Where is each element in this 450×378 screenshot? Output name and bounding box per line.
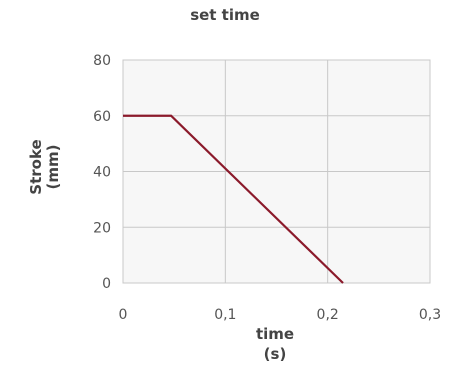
x-tick-label: 0,1 (214, 307, 236, 323)
series-line (123, 114, 344, 284)
x-tick-label: 0,3 (419, 307, 441, 323)
y-tick-label: 60 (93, 109, 111, 125)
x-axis-label: time (s) (225, 324, 325, 364)
x-axis-label-line-1: time (255, 325, 295, 343)
series-layer (123, 114, 344, 284)
grid-lines (122, 59, 431, 284)
y-tick-label: 80 (93, 53, 111, 69)
x-axis-label-line-2: (s) (263, 345, 287, 363)
chart-title: set time (190, 6, 260, 24)
y-tick-label: 0 (102, 276, 111, 292)
x-tick-label: 0,2 (317, 307, 339, 323)
x-tick-label: 0 (119, 307, 128, 323)
y-tick-label: 40 (93, 165, 111, 181)
y-tick-label: 20 (93, 220, 111, 236)
tick-labels: 0 20 40 60 80 0 0,1 0,2 0,3 (93, 53, 441, 323)
